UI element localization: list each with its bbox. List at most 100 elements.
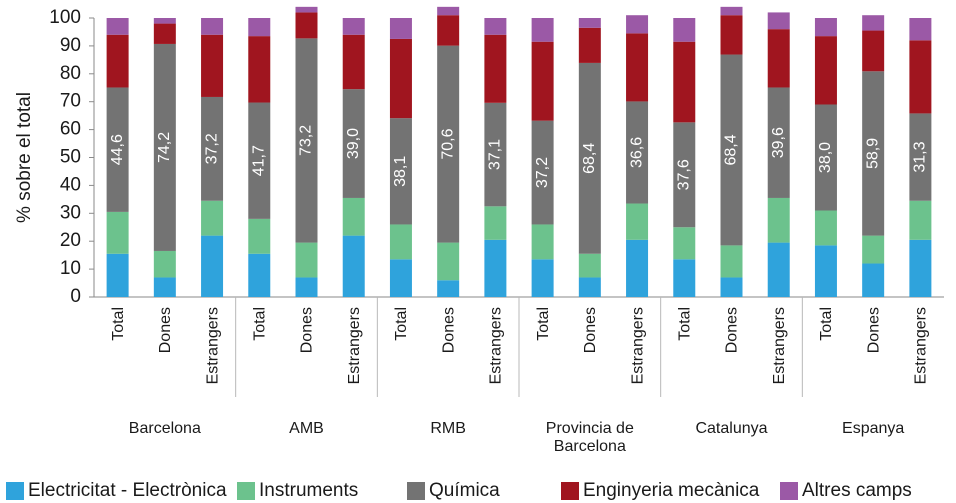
data-label: 39,0 <box>345 128 362 159</box>
data-label: 31,3 <box>912 141 929 172</box>
bar-segment-instruments <box>295 242 318 278</box>
bar-segment-instruments <box>909 200 932 240</box>
legend-item: Electricitat - Electrònica <box>6 480 227 501</box>
x-category-label: Estrangers <box>913 307 930 384</box>
x-category-label: Dones <box>865 307 882 353</box>
group-label: Provincia de Barcelona <box>546 420 634 455</box>
x-category-label: Total <box>676 307 693 341</box>
stacked-bar <box>295 6 318 297</box>
stacked-bar <box>767 12 790 297</box>
bar-segment-qu-mica <box>389 118 412 225</box>
bar-segment-enginyeria-mec-nica <box>153 23 176 44</box>
stacked-bar <box>342 18 365 297</box>
y-tick-label: 10 <box>60 258 81 279</box>
bar-segment-enginyeria-mec-nica <box>201 34 224 97</box>
legend-item: Instruments <box>237 480 358 501</box>
bar-segment-qu-mica <box>673 122 696 228</box>
x-category-label: Total <box>818 307 835 341</box>
y-tick-label: 20 <box>60 230 81 251</box>
bar-segment-qu-mica <box>106 87 129 212</box>
data-label: 70,6 <box>439 128 456 159</box>
bar-segment-enginyeria-mec-nica <box>767 29 790 88</box>
bar-segment-electricitat-electr-nica <box>531 259 554 297</box>
bar-segment-qu-mica <box>909 113 932 201</box>
stacked-bar <box>437 6 460 297</box>
stacked-bar <box>862 15 885 297</box>
bar-segment-altres-camps <box>862 15 885 31</box>
bar-segment-altres-camps <box>673 18 696 42</box>
bar-segment-qu-mica <box>578 62 601 254</box>
legend-label: Enginyeria mecànica <box>583 480 760 501</box>
bar-segment-enginyeria-mec-nica <box>342 34 365 90</box>
stacked-bar <box>673 18 696 297</box>
bar-segment-instruments <box>814 210 837 246</box>
y-tick-label: 50 <box>60 147 81 168</box>
group-label: Espanya <box>842 420 904 437</box>
stacked-bar <box>909 18 932 297</box>
y-tick-label: 40 <box>60 174 81 195</box>
bar-segment-altres-camps <box>814 18 837 37</box>
legend-item: Química <box>407 480 500 501</box>
y-tick-label: 60 <box>60 119 81 140</box>
bar-segment-altres-camps <box>909 18 932 41</box>
bar-segment-enginyeria-mec-nica <box>437 15 460 46</box>
bar-segment-electricitat-electr-nica <box>389 259 412 297</box>
x-category-label: Dones <box>440 307 457 353</box>
bar-segment-enginyeria-mec-nica <box>673 41 696 123</box>
bar-segment-instruments <box>626 203 649 240</box>
x-category-label: Estrangers <box>771 307 788 384</box>
bar-segment-electricitat-electr-nica <box>767 242 790 297</box>
bar-segment-instruments <box>767 197 790 243</box>
bar-segment-qu-mica <box>153 43 176 251</box>
bar-segment-altres-camps <box>531 18 554 42</box>
bar-segment-instruments <box>862 235 885 264</box>
y-axis-title: % sobre el total <box>14 92 35 223</box>
data-label: 68,4 <box>723 134 740 165</box>
data-label: 44,6 <box>109 134 126 165</box>
y-tick-label: 100 <box>49 7 81 28</box>
stacked-bar <box>153 18 176 297</box>
bar-segment-enginyeria-mec-nica <box>626 33 649 102</box>
data-label: 37,6 <box>675 159 692 190</box>
data-label: 58,9 <box>864 138 881 169</box>
y-tick-label: 70 <box>60 91 81 112</box>
bar-segment-altres-camps <box>153 18 176 24</box>
legend-swatch <box>6 482 24 500</box>
bar-segment-instruments <box>531 224 554 260</box>
bar-segment-altres-camps <box>106 18 129 35</box>
legend-item: Altres camps <box>780 480 912 501</box>
x-category-label: Dones <box>724 307 741 353</box>
bar-segment-enginyeria-mec-nica <box>484 34 507 103</box>
x-category-label: Estrangers <box>488 307 505 384</box>
bar-segment-qu-mica <box>814 104 837 211</box>
legend-swatch <box>780 482 798 500</box>
bar-segment-instruments <box>720 245 743 278</box>
bar-segment-electricitat-electr-nica <box>720 277 743 297</box>
x-category-label: Total <box>535 307 552 341</box>
bar-segment-enginyeria-mec-nica <box>531 41 554 121</box>
bar-segment-altres-camps <box>767 12 790 30</box>
bar-segment-enginyeria-mec-nica <box>295 12 318 39</box>
legend-label: Altres camps <box>802 480 912 501</box>
stacked-bar <box>814 18 837 297</box>
bar-segment-instruments <box>201 200 224 236</box>
bar-segment-electricitat-electr-nica <box>673 259 696 297</box>
bar-segment-qu-mica <box>437 45 460 243</box>
legend-item: Enginyeria mecànica <box>561 480 760 501</box>
x-category-label: Dones <box>299 307 316 353</box>
bar-segment-electricitat-electr-nica <box>201 235 224 297</box>
bar-segment-altres-camps <box>484 18 507 35</box>
bar-segment-electricitat-electr-nica <box>106 253 129 297</box>
data-label: 73,2 <box>298 125 315 156</box>
bar-segment-electricitat-electr-nica <box>248 253 271 297</box>
bar-segment-enginyeria-mec-nica <box>389 38 412 119</box>
group-label: RMB <box>430 420 466 437</box>
bar-segment-enginyeria-mec-nica <box>814 36 837 105</box>
x-category-label: Dones <box>582 307 599 353</box>
bar-segment-electricitat-electr-nica <box>909 239 932 297</box>
bar-segment-altres-camps <box>295 6 318 13</box>
bar-segment-electricitat-electr-nica <box>484 239 507 297</box>
x-category-label: Dones <box>157 307 174 353</box>
bar-segment-enginyeria-mec-nica <box>909 40 932 114</box>
bar-segment-altres-camps <box>201 18 224 35</box>
